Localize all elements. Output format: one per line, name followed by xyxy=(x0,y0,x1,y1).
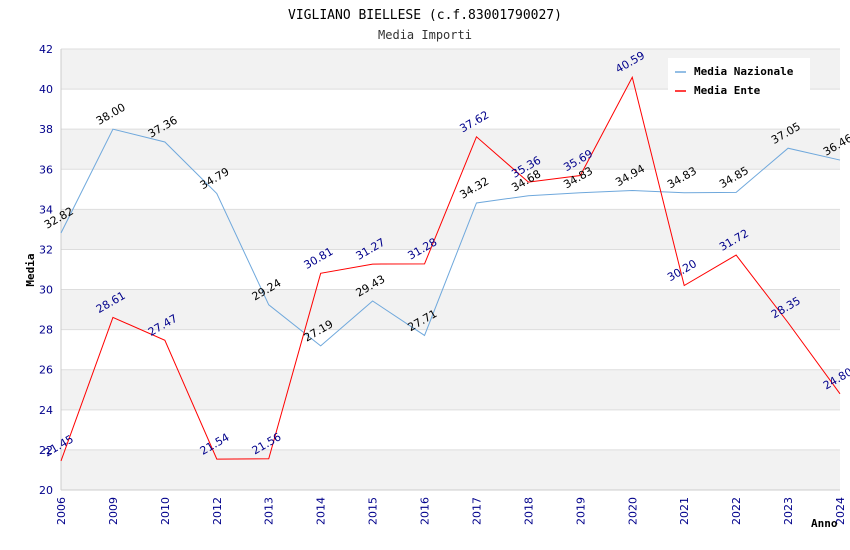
y-tick-label: 28 xyxy=(39,324,53,337)
y-tick-label: 20 xyxy=(39,484,53,497)
y-axis-ticks: 20 22 24 26 28 30 32 34 36 38 40 42 xyxy=(39,43,53,497)
x-tick-label: 2014 xyxy=(315,497,328,525)
y-tick-label: 40 xyxy=(39,83,53,96)
series-line-nazionale xyxy=(60,128,841,347)
x-tick-label: 2018 xyxy=(522,497,535,525)
x-tick-label: 2009 xyxy=(107,497,120,525)
x-axis-label: Anno xyxy=(811,517,838,530)
axes xyxy=(60,49,840,491)
x-tick-label: 2022 xyxy=(730,497,743,525)
grid-band xyxy=(61,369,840,410)
series-lines xyxy=(60,75,841,462)
grid-band xyxy=(61,209,840,250)
x-axis-ticks: 2006 2009 2010 2012 2013 2014 2015 2016 2017 2018… xyxy=(55,497,847,525)
x-tick-label: 2023 xyxy=(782,497,795,525)
x-tick-label: 2006 xyxy=(55,497,68,525)
y-tick-label: 30 xyxy=(39,284,53,297)
x-tick-label: 2017 xyxy=(470,497,483,525)
series-line-ente xyxy=(60,75,841,462)
x-tick-label: 2016 xyxy=(419,497,432,525)
y-tick-label: 22 xyxy=(39,444,53,457)
y-tick-label: 26 xyxy=(39,364,53,377)
grid-band xyxy=(61,129,840,170)
legend-label-nazionale: Media Nazionale xyxy=(694,65,794,78)
grid-band xyxy=(61,289,840,330)
x-tick-label: 2019 xyxy=(574,497,587,525)
x-tick-label: 2015 xyxy=(367,497,380,525)
x-tick-label: 2012 xyxy=(211,497,224,525)
x-tick-label: 2021 xyxy=(678,497,691,525)
y-tick-label: 32 xyxy=(39,243,53,256)
x-tick-label: 2013 xyxy=(263,497,276,525)
data-label: 38.00 xyxy=(94,101,128,128)
chart-title: VIGLIANO BIELLESE (c.f.83001790027) xyxy=(288,8,562,23)
legend: Media Nazionale Media Ente xyxy=(668,58,810,100)
x-tick-label: 2024 xyxy=(834,497,847,525)
y-tick-label: 38 xyxy=(39,123,53,136)
x-tick-label: 2010 xyxy=(159,497,172,525)
legend-label-ente: Media Ente xyxy=(694,84,761,97)
y-axis-label: Media xyxy=(24,253,37,286)
y-tick-label: 42 xyxy=(39,43,53,56)
y-tick-label: 24 xyxy=(39,404,53,417)
chart-subtitle: Media Importi xyxy=(378,28,472,42)
grid-band xyxy=(61,449,840,490)
y-tick-label: 34 xyxy=(39,203,53,216)
y-tick-label: 36 xyxy=(39,163,53,176)
data-label: 34.32 xyxy=(457,175,491,202)
legend-box xyxy=(668,58,810,100)
x-tick-label: 2020 xyxy=(626,497,639,525)
